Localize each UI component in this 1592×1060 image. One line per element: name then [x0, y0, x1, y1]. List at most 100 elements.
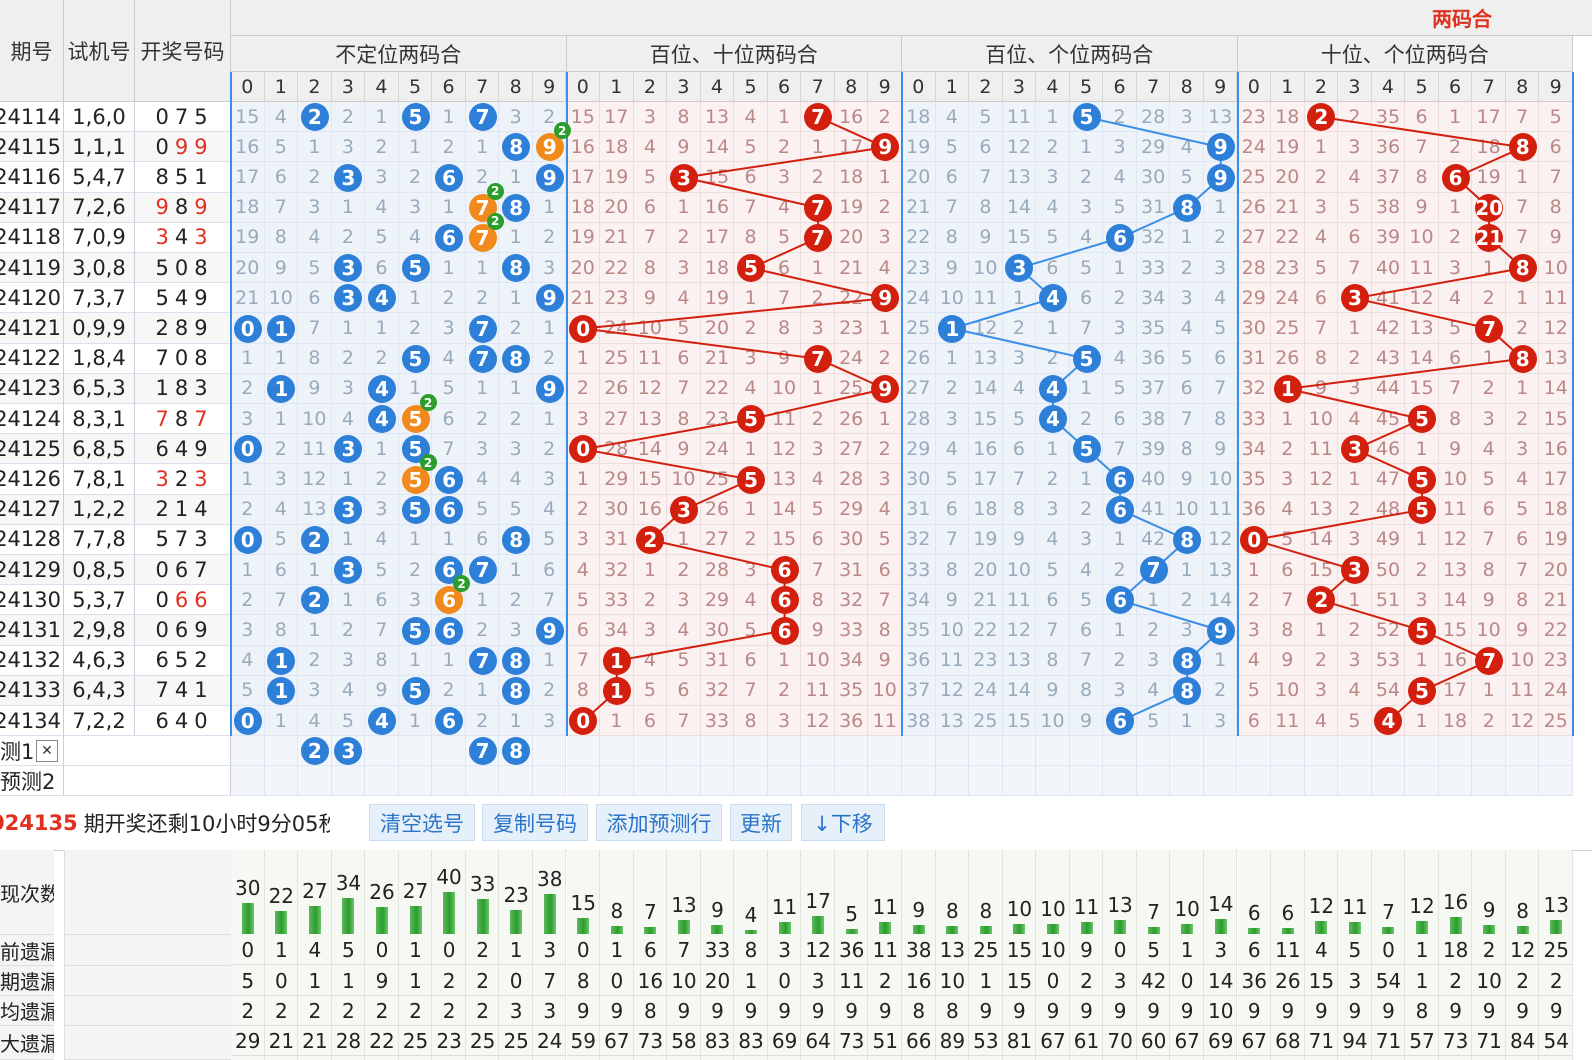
pair-sum-ball[interactable]: 5	[401, 103, 430, 132]
hundreds-units-ball[interactable]: 6	[1106, 465, 1135, 494]
prediction-cell[interactable]	[700, 736, 735, 767]
pair-sum-ball[interactable]: 6	[435, 556, 464, 585]
prediction-cell[interactable]	[1304, 766, 1339, 797]
pair-sum-ball[interactable]: 4	[367, 707, 396, 736]
tens-units-ball[interactable]: 5	[1408, 616, 1437, 645]
pair-sum-ball[interactable]: 6	[435, 163, 464, 192]
pair-sum-ball[interactable]: 7	[468, 344, 497, 373]
hundreds-units-ball[interactable]: 8	[1173, 646, 1202, 675]
hundreds-units-ball[interactable]: 5	[1072, 103, 1101, 132]
prediction-cell[interactable]	[1237, 736, 1272, 767]
hundreds-tens-ball[interactable]: 5	[737, 254, 766, 283]
prediction-cell[interactable]	[1405, 766, 1439, 797]
prediction-cell[interactable]	[1438, 766, 1473, 797]
prediction-cell[interactable]	[734, 766, 768, 797]
pair-sum-ball[interactable]: 6	[435, 223, 464, 252]
prediction-cell[interactable]	[1002, 766, 1037, 797]
prediction-cell[interactable]	[1338, 766, 1372, 797]
pair-sum-ball[interactable]: 8	[502, 133, 531, 162]
prediction-ball[interactable]: 2	[300, 737, 329, 766]
prediction-cell[interactable]	[667, 766, 701, 797]
prediction-cell[interactable]	[1271, 766, 1305, 797]
hundreds-tens-ball[interactable]: 6	[770, 616, 799, 645]
hundreds-units-ball[interactable]: 6	[1106, 223, 1135, 252]
prediction-cell[interactable]	[398, 766, 433, 797]
clear-selection-button[interactable]: 清空选号	[369, 804, 475, 841]
prediction-cell[interactable]	[834, 766, 869, 797]
tens-units-ball[interactable]: 6	[1441, 163, 1470, 192]
hundreds-units-ball[interactable]: 6	[1106, 707, 1135, 736]
tens-units-ball[interactable]: 0	[1240, 525, 1269, 554]
hundreds-units-ball[interactable]: 9	[1206, 163, 1235, 192]
prediction-cell[interactable]	[1505, 766, 1540, 797]
pair-sum-ball[interactable]: 7	[468, 556, 497, 585]
prediction-cell[interactable]	[633, 736, 668, 767]
tens-units-ball[interactable]: 5	[1408, 495, 1437, 524]
pair-sum-ball[interactable]: 9	[535, 616, 564, 645]
prediction-cell[interactable]	[633, 766, 668, 797]
pair-sum-ball[interactable]: 5	[401, 254, 430, 283]
prediction-cell[interactable]	[902, 766, 936, 797]
pair-sum-ball[interactable]: 4	[367, 284, 396, 313]
tens-units-ball[interactable]: 5	[1408, 405, 1437, 434]
hundreds-units-ball[interactable]: 9	[1206, 133, 1235, 162]
pair-sum-ball[interactable]: 3	[334, 254, 363, 283]
hundreds-tens-ball[interactable]: 1	[602, 676, 631, 705]
prediction-cell[interactable]	[398, 736, 433, 767]
prediction-cell[interactable]	[231, 766, 265, 797]
hundreds-units-ball[interactable]: 5	[1072, 344, 1101, 373]
pair-sum-ball[interactable]: 8	[502, 254, 531, 283]
hundreds-tens-ball[interactable]: 6	[770, 556, 799, 585]
prediction-cell[interactable]	[700, 766, 735, 797]
pair-sum-ball[interactable]: 6	[435, 495, 464, 524]
prediction-cell[interactable]	[1002, 736, 1037, 767]
pair-sum-ball[interactable]: 1	[267, 676, 296, 705]
tens-units-ball[interactable]: 5	[1408, 465, 1437, 494]
pair-sum-ball[interactable]: 3	[334, 163, 363, 192]
pair-sum-ball[interactable]: 8	[502, 525, 531, 554]
prediction-cell[interactable]	[432, 736, 466, 767]
prediction-cell[interactable]	[1505, 736, 1540, 767]
prediction-cell[interactable]	[499, 766, 533, 797]
prediction-cell[interactable]	[767, 736, 802, 767]
prediction-cell[interactable]	[1136, 736, 1171, 767]
pair-sum-ball[interactable]: 4	[367, 374, 396, 403]
pair-sum-ball[interactable]: 6	[435, 616, 464, 645]
hundreds-units-ball[interactable]: 9	[1206, 616, 1235, 645]
tens-units-ball[interactable]: 7	[1475, 646, 1504, 675]
tens-units-ball[interactable]: 8	[1508, 254, 1537, 283]
prediction-cell[interactable]	[1036, 766, 1070, 797]
pair-sum-ball[interactable]: 9	[535, 284, 564, 313]
add-prediction-row-button[interactable]: 添加预测行	[596, 804, 722, 841]
refresh-button[interactable]: 更新	[730, 804, 792, 841]
hundreds-units-ball[interactable]: 4	[1038, 374, 1067, 403]
prediction-cell[interactable]	[566, 736, 601, 767]
prediction-cell[interactable]	[566, 766, 601, 797]
prediction-cell[interactable]	[1136, 766, 1171, 797]
pair-sum-ball[interactable]: 7	[468, 646, 497, 675]
pair-sum-ball[interactable]: 3	[334, 284, 363, 313]
pair-sum-ball[interactable]: 8	[502, 193, 531, 222]
prediction-cell[interactable]	[1371, 766, 1406, 797]
hundreds-units-ball[interactable]: 8	[1173, 676, 1202, 705]
prediction-cell[interactable]	[365, 736, 399, 767]
pair-sum-ball[interactable]: 5	[401, 495, 430, 524]
hundreds-units-ball[interactable]: 8	[1173, 525, 1202, 554]
prediction-cell[interactable]	[767, 766, 802, 797]
pair-sum-ball[interactable]: 1	[267, 314, 296, 343]
pair-sum-ball[interactable]: 1	[267, 374, 296, 403]
prediction-cell[interactable]	[532, 766, 567, 797]
prediction-cell[interactable]	[1170, 736, 1204, 767]
pair-sum-ball[interactable]: 1	[267, 646, 296, 675]
hundreds-tens-ball[interactable]: 0	[569, 314, 598, 343]
prediction-cell[interactable]	[331, 766, 366, 797]
prediction-cell[interactable]	[532, 736, 567, 767]
pair-sum-ball[interactable]: 8	[502, 646, 531, 675]
prediction-cell[interactable]	[1237, 766, 1272, 797]
hundreds-tens-ball[interactable]: 6	[770, 586, 799, 615]
pair-sum-ball[interactable]: 7	[468, 103, 497, 132]
pair-sum-ball[interactable]: 5	[401, 676, 430, 705]
hundreds-tens-ball[interactable]: 7	[804, 223, 833, 252]
hundreds-units-ball[interactable]: 8	[1173, 193, 1202, 222]
hundreds-units-ball[interactable]: 4	[1038, 405, 1067, 434]
